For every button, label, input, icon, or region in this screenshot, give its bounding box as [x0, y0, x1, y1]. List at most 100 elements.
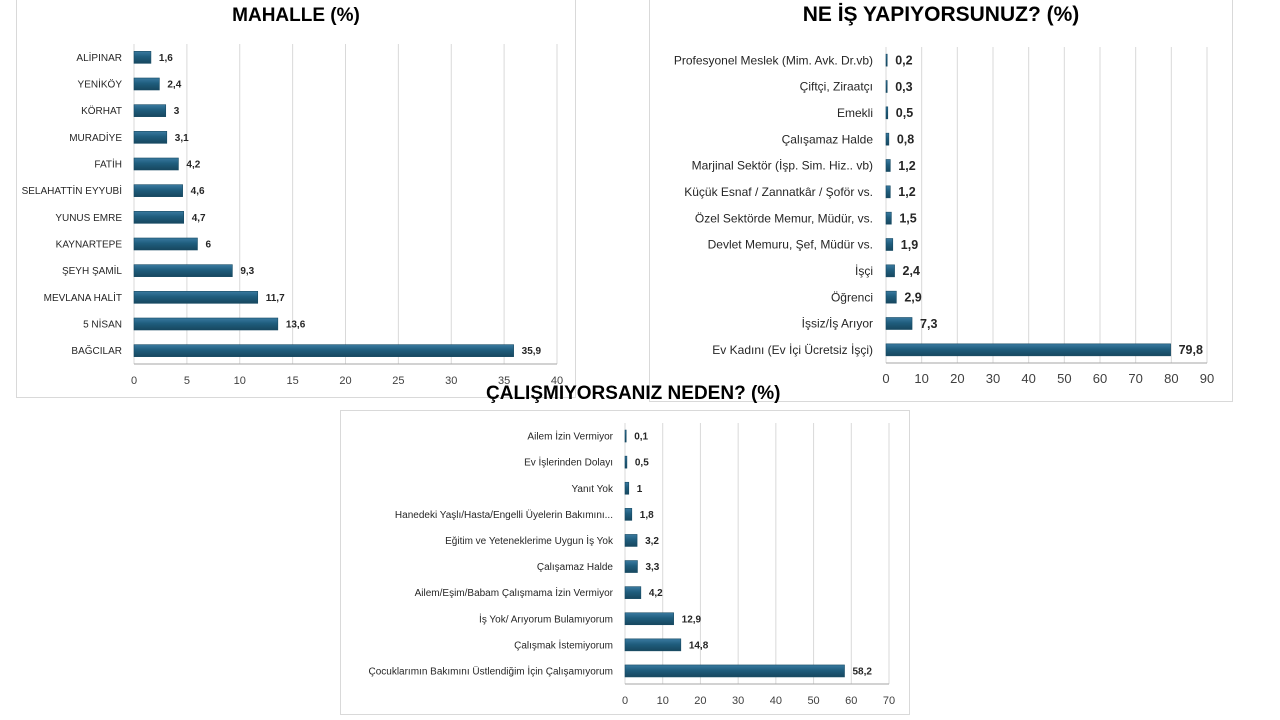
chart-title: NE İŞ YAPIYORSUNUZ? (%): [802, 3, 1080, 26]
bar: [133, 344, 514, 357]
category-label: Ailem İzin Vermiyor: [527, 430, 613, 443]
category-label: İş Yok/ Arıyorum Bulamıyorum: [479, 612, 613, 625]
category-label: Çiftçi, Ziraatçı: [800, 80, 873, 94]
category-label: Özel Sektörde Memur, Müdür, vs.: [695, 211, 873, 225]
category-label: Devlet Memuru, Şef, Müdür vs.: [708, 238, 873, 252]
bar: [885, 238, 894, 251]
x-tick-label: 15: [287, 375, 299, 387]
bar: [133, 131, 168, 144]
x-tick-label: 70: [883, 695, 895, 707]
bar: [885, 185, 891, 199]
chart-title: MAHALLE (%): [232, 5, 360, 26]
data-label: 4,2: [649, 588, 663, 599]
x-tick-label: 0: [622, 695, 628, 707]
data-label: 1,2: [898, 159, 915, 173]
x-tick-label: 50: [1057, 371, 1071, 386]
data-label: 0,3: [895, 80, 912, 94]
unemployment-reason-bar-chart: 0 10 20 30 40 50 60 70 Ailem İzin Vermiyor 0,1 Ev …: [368, 423, 895, 707]
category-label: Çalışamaz Halde: [782, 132, 874, 146]
bar: [885, 106, 889, 120]
category-label: KAYNARTEPE: [56, 240, 123, 251]
category-label: Çalışamaz Halde: [537, 562, 614, 573]
bar: [624, 638, 682, 652]
occupation-chart-panel: NE İŞ YAPIYORSUNUZ? (%) 0 10 20 30 40 50 60 70 8…: [649, 0, 1233, 402]
bar: [624, 455, 628, 469]
bar: [133, 264, 233, 277]
data-label: 9,3: [240, 266, 254, 277]
bar: [133, 211, 185, 224]
category-label: Ev İşlerinden Dolayı: [524, 456, 613, 469]
bar: [885, 290, 897, 304]
bar: [133, 237, 198, 251]
data-label: 1,5: [899, 212, 916, 226]
x-tick-label: 0: [131, 375, 137, 387]
data-label: 14,8: [689, 640, 709, 651]
bar: [885, 132, 890, 146]
category-label: MURADİYE: [69, 131, 122, 144]
category-label: Ailem/Eşim/Babam Çalışmama İzin Vermiyor: [415, 586, 614, 599]
x-tick-label: 30: [732, 695, 744, 707]
category-label: İşsiz/İş Arıyor: [802, 317, 873, 331]
x-tick-label: 90: [1200, 371, 1214, 386]
data-label: 1,2: [898, 185, 915, 199]
category-label: İşçi: [855, 264, 873, 278]
x-tick-label: 30: [986, 371, 1000, 386]
unemployment-reason-chart-panel: 0 10 20 30 40 50 60 70 Ailem İzin Vermiyor 0,1 Ev …: [340, 410, 910, 715]
data-label: 2,4: [167, 80, 181, 91]
bar: [624, 664, 845, 678]
data-label: 4,2: [186, 160, 200, 171]
data-label: 0,1: [634, 432, 648, 443]
bar: [624, 429, 627, 443]
occupation-bar-chart: 0 10 20 30 40 50 60 70 80 90 Profesyonel Meslek (M…: [674, 47, 1214, 386]
x-tick-label: 40: [1021, 371, 1035, 386]
bar: [624, 481, 630, 495]
data-label: 1: [637, 484, 643, 495]
bar: [624, 586, 642, 599]
bar: [885, 80, 888, 93]
bar: [624, 612, 674, 626]
category-label: MEVLANA HALİT: [44, 291, 122, 304]
data-label: 58,2: [852, 666, 872, 677]
mahalle-chart-panel: MAHALLE (%) 0 5 10 15 20 25 30 35 40 ALİPINAR 1,6 Y…: [16, 0, 576, 398]
data-label: 0,2: [895, 54, 912, 68]
data-label: 2,9: [904, 291, 921, 305]
bar: [133, 104, 167, 117]
bar: [885, 159, 891, 172]
data-label: 3,1: [175, 133, 189, 144]
category-label: FATİH: [94, 158, 122, 171]
data-label: 12,9: [682, 614, 702, 625]
category-label: Hanedeki Yaşlı/Hasta/Engelli Üyelerin Ba…: [395, 509, 613, 521]
data-label: 4,7: [192, 213, 206, 224]
data-label: 3,3: [645, 562, 659, 573]
category-label: ALİPINAR: [76, 51, 122, 64]
x-tick-label: 0: [882, 371, 889, 386]
x-tick-label: 30: [445, 375, 457, 387]
category-label: Öğrenci: [831, 290, 873, 304]
bar: [624, 508, 633, 521]
x-tick-label: 80: [1164, 371, 1178, 386]
x-tick-label: 70: [1128, 371, 1142, 386]
bar: [133, 291, 259, 304]
data-label: 1,6: [159, 53, 173, 64]
category-label: YUNUS EMRE: [55, 213, 122, 224]
x-tick-label: 35: [498, 375, 510, 387]
category-label: Emekli: [837, 106, 873, 120]
x-tick-label: 50: [807, 695, 819, 707]
x-tick-label: 20: [950, 371, 964, 386]
data-label: 0,5: [896, 106, 913, 120]
category-label: Çalışmak İstemiyorum: [514, 638, 613, 651]
x-tick-label: 20: [339, 375, 351, 387]
data-label: 6: [205, 240, 211, 251]
bar: [133, 317, 279, 331]
data-label: 1,9: [901, 238, 918, 252]
data-label: 7,3: [920, 317, 937, 331]
mahalle-bar-chart: 0 5 10 15 20 25 30 35 40 ALİPINAR 1,6 YENİKÖY 2,4 KÖR…: [22, 44, 563, 387]
category-label: 5 NİSAN: [83, 318, 122, 331]
bar: [133, 184, 183, 197]
data-label: 4,6: [191, 186, 205, 197]
bar: [133, 157, 179, 171]
category-label: Profesyonel Meslek (Mim. Avk. Dr.vb): [674, 53, 873, 67]
bar: [624, 560, 638, 573]
data-label: 0,8: [897, 133, 914, 147]
x-tick-label: 10: [657, 695, 669, 707]
